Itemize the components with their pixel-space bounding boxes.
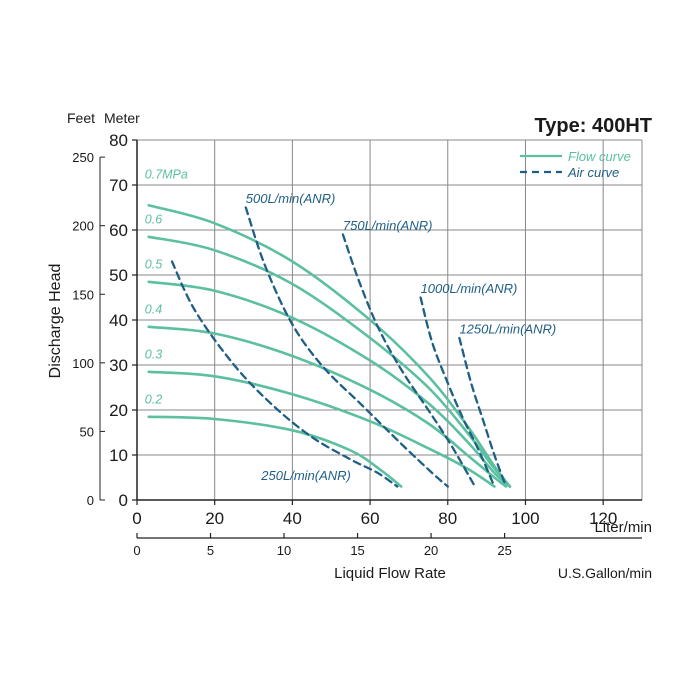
y-tick-label: 80 (109, 131, 128, 150)
x2-tick-label: 15 (350, 543, 364, 558)
flow-curve-label: 0.6 (145, 212, 162, 226)
feet-axis-unit: Feet (67, 110, 95, 126)
air-curve-1250l-min-anr (458, 336, 508, 488)
air-curve-label: 1250L/min(ANR) (459, 322, 556, 337)
y-tick-label: 10 (109, 446, 128, 465)
y-tick-label: 40 (109, 311, 128, 330)
feet-tick-label: 100 (72, 356, 94, 371)
feet-tick-label: 200 (72, 219, 94, 234)
curve-labels: 0.7MPa 0.6 0.5 0.4 0.3 0.2 500L/min(ANR) 750L/m… (145, 167, 556, 483)
air-curve-label: 750L/min(ANR) (343, 218, 433, 233)
air-curve-250l-min-anr (170, 260, 399, 488)
flow-curve-0-2 (147, 415, 403, 488)
x2-tick-label: 20 (424, 543, 438, 558)
feet-tick-label: 150 (72, 287, 94, 302)
chart-title: Type: 400HT (535, 115, 652, 137)
y-tick-label: 60 (109, 221, 128, 240)
flow-curve-label: 0.5 (145, 257, 162, 271)
flow-curve-label: 0.2 (145, 392, 162, 406)
air-curve-label: 250L/min(ANR) (260, 468, 351, 483)
y-tick-label: 0 (119, 491, 128, 510)
feet-tick-label: 250 (72, 150, 94, 165)
y-tick-label: 20 (109, 401, 128, 420)
x-tick-label: 80 (438, 509, 457, 528)
air-curve-label: 1000L/min(ANR) (421, 281, 518, 296)
x-axis-unit-liter: Liter/min (594, 519, 652, 536)
air-curve-label: 500L/min(ANR) (246, 191, 336, 206)
legend-label: Flow curve (568, 149, 631, 164)
air-curve-750l-min-anr (341, 233, 477, 488)
flow-curve-0-6 (147, 235, 512, 488)
x2-tick-label: 0 (133, 543, 140, 558)
legend-label: Air curve (567, 165, 619, 180)
flow-curve-0-5 (147, 280, 512, 488)
x2-tick-label: 10 (277, 543, 291, 558)
x-tick-label: 20 (205, 509, 224, 528)
flow-curve-label: 0.7MPa (145, 167, 188, 181)
feet-tick-label: 50 (80, 424, 94, 439)
x2-axis-unit-gallon: U.S.Gallon/min (558, 565, 652, 581)
y-axis-label: Discharge Head (47, 264, 64, 379)
x-tick-label: 40 (283, 509, 302, 528)
y-tick-label: 50 (109, 266, 128, 285)
x-tick-label: 100 (511, 509, 539, 528)
air-curve-500l-min-anr (244, 206, 449, 488)
meter-axis-unit: Meter (104, 110, 140, 126)
y-tick-label: 70 (109, 176, 128, 195)
x-axis-label: Liquid Flow Rate (334, 565, 446, 582)
x2-tick-label: 25 (497, 543, 511, 558)
grid-lines (137, 139, 643, 500)
flow-curve-0-7mpa (147, 204, 512, 488)
flow-curve-0-3 (147, 370, 496, 488)
feet-tick-label: 0 (87, 493, 94, 508)
series-layer (147, 204, 512, 488)
y-tick-label: 30 (109, 356, 128, 375)
flow-curve-label: 0.3 (145, 347, 162, 361)
flow-curve-label: 0.4 (145, 302, 162, 316)
x-tick-label: 0 (132, 509, 141, 528)
air-curve-1000l-min-anr (419, 296, 496, 488)
flow-curve-0-4 (147, 325, 508, 488)
x-tick-label: 60 (361, 509, 380, 528)
x-tick-label: 120 (589, 509, 617, 528)
x2-tick-label: 5 (207, 543, 214, 558)
